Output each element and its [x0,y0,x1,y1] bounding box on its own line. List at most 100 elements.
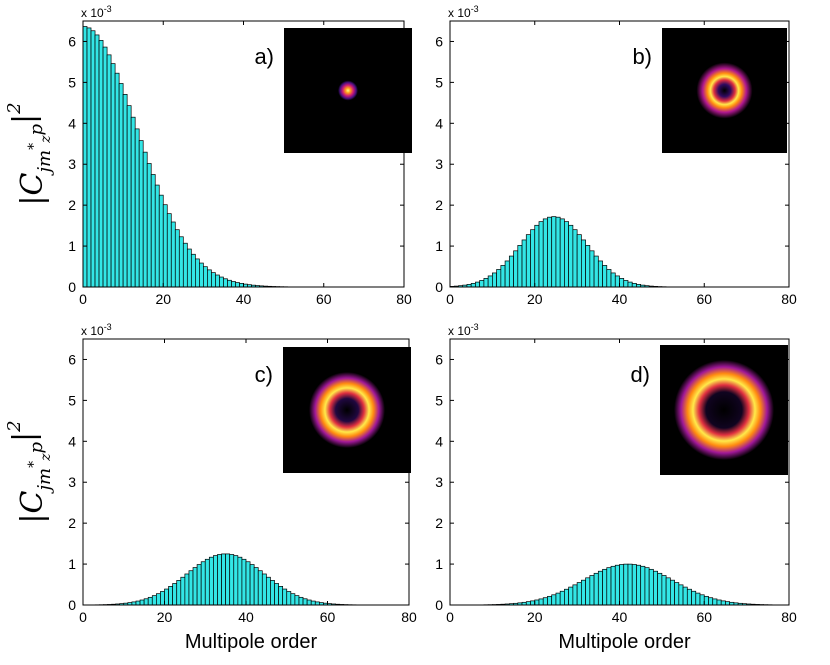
panel-c: 0 20 40 60 80 0 1 2 3 4 5 6 x 10-3 c) Multipole order |… [4,322,417,653]
bar [631,564,637,606]
y-label-part: jm [34,468,55,495]
bar [508,255,514,288]
bar [302,598,308,606]
bar [196,564,202,606]
inset-image [283,347,411,473]
y-tick-label: 6 [435,351,443,367]
y-label-part: z [38,453,54,462]
y-label-part: p [26,123,47,135]
bar [606,567,612,606]
y-tick-label: 2 [68,515,76,531]
bar [602,568,608,606]
bar [682,586,688,606]
bar [597,260,603,288]
bar [708,597,714,606]
bar [290,593,296,606]
bar [593,572,599,606]
bar [669,579,675,606]
y-tick-label: 0 [68,279,76,295]
bar [487,275,493,288]
bar [150,174,156,288]
x-tick-label: 60 [316,291,332,307]
bar [204,558,210,606]
bar [241,558,247,606]
bar [559,590,565,606]
bar [134,128,140,288]
bar [581,239,586,288]
bar [310,600,316,606]
bar [164,588,169,606]
bar [648,568,654,606]
bar [192,567,198,606]
bar [231,281,236,288]
exponent-label: x 10-3 [448,322,479,338]
y-label-part: | [7,114,42,124]
bar [614,564,620,606]
y-label-part: |C [15,172,50,205]
bar [274,583,279,606]
bar [227,279,232,288]
y-tick-label: 5 [435,392,443,408]
x-tick-label: 0 [446,609,454,625]
inset-image [660,345,788,475]
bar [130,116,136,288]
y-tick-label: 3 [68,474,76,490]
bar [538,221,544,288]
bar [504,260,510,288]
x-tick-label: 40 [236,291,252,307]
bar [606,269,612,288]
bar [627,563,633,606]
bar [614,275,620,288]
bar [203,266,208,288]
bar [551,594,557,606]
bar [525,601,531,606]
bar [170,221,176,288]
bar [610,272,616,288]
y-tick-label: 5 [435,74,443,90]
bar [156,593,161,606]
x-tick-label: 60 [320,609,336,625]
exponent-power: -3 [471,322,479,332]
bar [188,570,194,606]
bar [182,242,188,288]
bar [496,269,502,288]
bar [306,599,312,606]
bar [174,229,180,288]
exponent-label: x 10-3 [81,322,112,338]
bar [564,588,569,606]
bar [725,601,731,606]
bar [470,283,476,288]
panel-label: c) [255,362,273,387]
bar [176,580,182,606]
x-tick-label: 0 [79,609,87,625]
bar [720,600,726,606]
bar [225,553,231,606]
bar [547,595,553,606]
bar [640,565,646,606]
bar [195,258,200,288]
bar [593,255,599,288]
bar [190,253,196,288]
y-label-part: jm [34,150,55,177]
bar [572,584,578,606]
inset-image [284,28,412,153]
y-label-part: * [26,143,42,150]
bar [237,556,243,606]
bar [223,278,228,288]
panel-label: d) [630,362,650,387]
bar [602,265,608,288]
x-tick-label: 0 [79,291,87,307]
bar [619,278,625,288]
bar [555,592,561,606]
bar [186,248,192,288]
x-tick-label: 80 [781,609,797,625]
bar [233,555,239,606]
y-tick-label: 4 [435,115,443,131]
bar [168,586,173,606]
x-tick-label: 0 [446,291,454,307]
bar [631,283,637,288]
bar [154,184,160,288]
bar [530,229,536,288]
bar [122,94,128,288]
x-tick-label: 20 [527,291,543,307]
